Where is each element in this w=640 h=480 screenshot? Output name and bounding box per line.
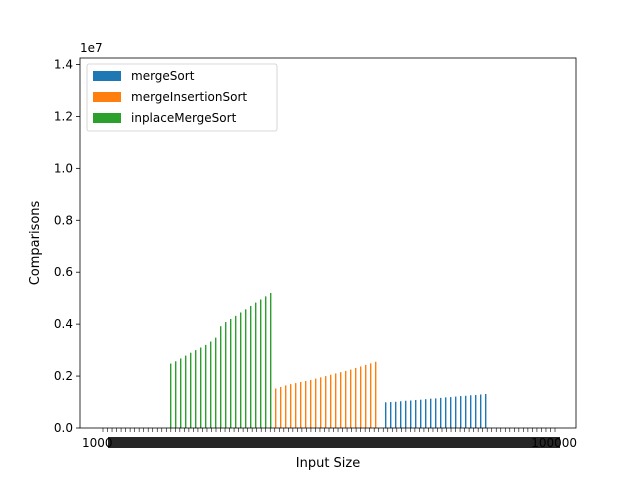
bar-mergeInsertionSort-12 (335, 373, 337, 428)
bar-inplaceMergeSort-7 (205, 344, 207, 428)
y-tick-label: 0.6 (54, 265, 73, 279)
legend-label-inplaceMergeSort: inplaceMergeSort (131, 111, 237, 125)
legend-swatch-mergeSort (93, 71, 121, 81)
bar-mergeInsertionSort-2 (285, 385, 287, 428)
bar-mergeSort-13 (450, 397, 452, 428)
bar-mergeSort-0 (385, 402, 387, 428)
bar-mergeSort-9 (430, 398, 432, 428)
y-tick-label: 0.2 (54, 369, 73, 383)
bar-mergeInsertionSort-4 (295, 383, 297, 428)
bar-mergeSort-11 (440, 397, 442, 428)
bar-mergeInsertionSort-3 (290, 384, 292, 428)
bar-mergeSort-1 (390, 402, 392, 428)
bar-mergeInsertionSort-0 (275, 388, 277, 428)
bar-mergeInsertionSort-1 (280, 386, 282, 428)
y-tick-label: 1.0 (54, 161, 73, 175)
bar-mergeInsertionSort-19 (370, 363, 372, 428)
bar-mergeSort-10 (435, 398, 437, 428)
bar-mergeSort-12 (445, 397, 447, 428)
y-axis-label: Comparisons (28, 200, 43, 285)
bar-inplaceMergeSort-14 (240, 312, 242, 428)
y-tick-label: 0.0 (54, 421, 73, 435)
bar-mergeInsertionSort-17 (360, 366, 362, 428)
bar-mergeSort-5 (410, 400, 412, 428)
x-tick-labels-crowded (108, 437, 560, 448)
x-axis-label: Input Size (296, 456, 360, 471)
bar-inplaceMergeSort-13 (235, 315, 237, 428)
bar-mergeInsertionSort-9 (320, 377, 322, 428)
bar-inplaceMergeSort-20 (270, 292, 272, 428)
bar-mergeSort-14 (455, 396, 457, 428)
bar-mergeSort-7 (420, 399, 422, 428)
bar-mergeInsertionSort-8 (315, 378, 317, 428)
y-axis-ticks: 0.0 0.2 0.4 0.6 0.8 1.0 1.2 1.4 (54, 57, 80, 435)
y-tick-label: 0.8 (54, 213, 73, 227)
bar-inplaceMergeSort-15 (245, 309, 247, 428)
bar-inplaceMergeSort-19 (265, 296, 267, 428)
bar-inplaceMergeSort-12 (230, 318, 232, 428)
bar-mergeInsertionSort-14 (345, 370, 347, 428)
y-scale-label: 1e7 (80, 41, 103, 55)
bar-mergeSort-2 (395, 401, 397, 428)
bar-mergeInsertionSort-11 (330, 374, 332, 428)
legend-swatch-mergeInsertionSort (93, 92, 121, 102)
bar-mergeSort-20 (485, 393, 487, 428)
legend-swatch-inplaceMergeSort (93, 113, 121, 123)
bar-inplaceMergeSort-2 (180, 358, 182, 428)
bar-inplaceMergeSort-4 (190, 352, 192, 428)
bar-mergeInsertionSort-6 (305, 381, 307, 428)
bar-inplaceMergeSort-16 (250, 305, 252, 428)
bar-mergeInsertionSort-5 (300, 382, 302, 428)
bar-mergeSort-3 (400, 401, 402, 428)
bar-mergeInsertionSort-20 (375, 361, 377, 428)
bar-mergeSort-6 (415, 399, 417, 428)
bar-inplaceMergeSort-8 (210, 341, 212, 428)
bar-inplaceMergeSort-11 (225, 322, 227, 428)
bar-inplaceMergeSort-5 (195, 350, 197, 428)
y-tick-label: 1.4 (54, 57, 73, 71)
bar-inplaceMergeSort-18 (260, 299, 262, 428)
bar-inplaceMergeSort-6 (200, 347, 202, 428)
bar-inplaceMergeSort-17 (255, 302, 257, 428)
legend-label-mergeSort: mergeSort (131, 69, 195, 83)
bar-mergeSort-18 (475, 395, 477, 428)
bar-mergeSort-15 (460, 396, 462, 428)
bar-inplaceMergeSort-3 (185, 355, 187, 428)
legend-box (86, 63, 278, 132)
bar-mergeInsertionSort-10 (325, 376, 327, 428)
bar-mergeSort-19 (480, 394, 482, 428)
y-tick-label: 0.4 (54, 317, 73, 331)
x-tick-label-last: 100000 (531, 436, 577, 450)
bar-mergeSort-17 (470, 395, 472, 428)
bar-inplaceMergeSort-9 (215, 337, 217, 428)
plot-frame (79, 57, 577, 429)
x-axis-ticks (102, 428, 560, 448)
bar-mergeSort-16 (465, 395, 467, 428)
bar-mergeSort-4 (405, 400, 407, 428)
x-tick-label-first: 1000 (82, 436, 113, 450)
bar-mergeSort-8 (425, 399, 427, 428)
bar-mergeInsertionSort-15 (350, 369, 352, 428)
bars-layer (170, 292, 487, 428)
legend-label-mergeInsertionSort: mergeInsertionSort (131, 90, 247, 104)
bar-mergeInsertionSort-18 (365, 364, 367, 428)
bar-mergeInsertionSort-7 (310, 379, 312, 428)
legend: mergeSort mergeInsertionSort inplaceMergeS… (86, 63, 278, 132)
bar-inplaceMergeSort-1 (175, 361, 177, 428)
bar-mergeInsertionSort-13 (340, 372, 342, 428)
bar-mergeInsertionSort-16 (355, 368, 357, 428)
bar-inplaceMergeSort-0 (170, 363, 172, 428)
bar-inplaceMergeSort-10 (220, 326, 222, 428)
y-tick-label: 1.2 (54, 109, 73, 123)
